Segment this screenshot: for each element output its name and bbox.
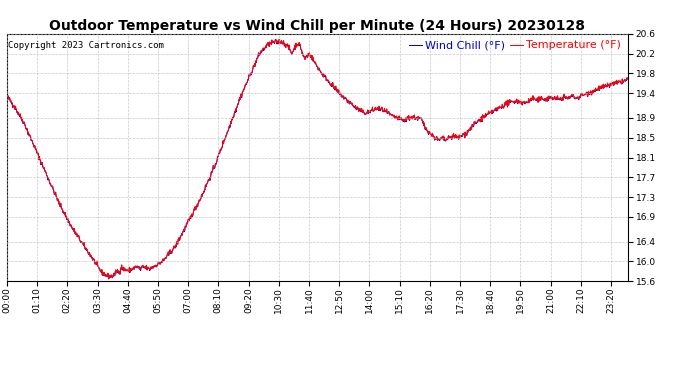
Wind Chill (°F) [105,277,113,281]
Wind Chill (°F) [551,95,559,99]
Wind Chill (°F) [496,105,504,110]
Text: Copyright 2023 Cartronics.com: Copyright 2023 Cartronics.com [8,41,164,50]
Temperature (°F) [3,93,11,97]
Temperature (°F) [624,76,632,81]
Wind Chill (°F) [126,268,135,272]
Wind Chill (°F) [624,76,632,81]
Temperature (°F) [551,94,559,99]
Wind Chill (°F) [415,116,423,120]
Temperature (°F) [210,165,219,170]
Wind Chill (°F) [210,165,219,170]
Temperature (°F) [126,267,135,272]
Temperature (°F) [415,115,423,119]
Line: Temperature (°F): Temperature (°F) [7,39,628,278]
Temperature (°F) [141,264,150,269]
Wind Chill (°F) [141,265,150,269]
Temperature (°F) [105,276,113,280]
Line: Wind Chill (°F): Wind Chill (°F) [7,40,628,279]
Temperature (°F) [275,37,284,42]
Wind Chill (°F) [3,93,11,98]
Temperature (°F) [496,105,504,110]
Title: Outdoor Temperature vs Wind Chill per Minute (24 Hours) 20230128: Outdoor Temperature vs Wind Chill per Mi… [50,19,585,33]
Wind Chill (°F) [271,38,279,42]
Legend: Wind Chill (°F), Temperature (°F): Wind Chill (°F), Temperature (°F) [408,39,622,51]
